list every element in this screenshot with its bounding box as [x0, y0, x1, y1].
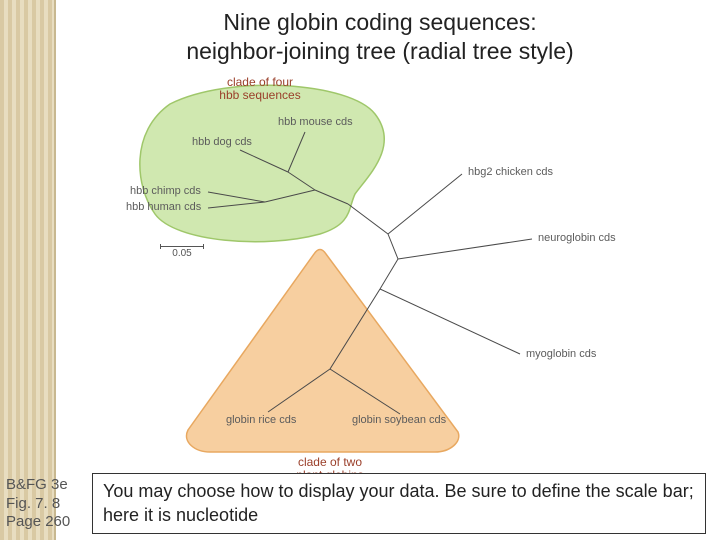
- branch: [268, 369, 330, 412]
- label-hbb-mouse: hbb mouse cds: [278, 116, 353, 128]
- branch: [288, 132, 305, 172]
- branch: [208, 192, 265, 202]
- label-myoglobin: myoglobin cds: [526, 348, 596, 360]
- label-hbb-dog: hbb dog cds: [192, 136, 252, 148]
- branch: [388, 174, 462, 234]
- label-hbg2-chicken: hbg2 chicken cds: [468, 166, 553, 178]
- tree-branches: [100, 74, 660, 464]
- branch: [380, 259, 398, 289]
- scale-bar: 0.05: [160, 246, 204, 259]
- label-hbb-chimp: hbb chimp cds: [130, 185, 201, 197]
- branch: [388, 234, 398, 259]
- phylo-tree-diagram: clade of four hbb sequences clade of two…: [100, 74, 660, 464]
- title-line-1: Nine globin coding sequences:: [223, 9, 536, 35]
- branch: [330, 289, 380, 369]
- branch: [380, 289, 520, 354]
- branch: [265, 190, 315, 202]
- clade-top-l2: hbb sequences: [219, 88, 300, 102]
- ref-l2: Fig. 7. 8: [6, 495, 60, 512]
- caption-text: You may choose how to display your data.…: [103, 481, 694, 524]
- title-line-2: neighbor-joining tree (radial tree style…: [186, 38, 573, 64]
- caption-box: You may choose how to display your data.…: [92, 473, 706, 534]
- branch: [315, 190, 348, 204]
- slide-title: Nine globin coding sequences: neighbor-j…: [90, 8, 670, 66]
- branch: [330, 369, 400, 414]
- clade-bot-l1: clade of two: [298, 455, 362, 469]
- label-neuroglobin: neuroglobin cds: [538, 232, 616, 244]
- branch: [348, 204, 388, 234]
- scale-line: [160, 246, 204, 247]
- clade-top-l1: clade of four: [227, 75, 293, 89]
- branch: [288, 172, 315, 190]
- branch: [208, 202, 265, 208]
- decorative-sidebar: [0, 0, 56, 540]
- scale-value: 0.05: [160, 248, 204, 259]
- label-hbb-human: hbb human cds: [126, 201, 201, 213]
- ref-l3: Page 260: [6, 513, 70, 530]
- branch: [398, 239, 532, 259]
- branch: [240, 150, 288, 172]
- label-globin-rice: globin rice cds: [226, 414, 296, 426]
- figure-reference: B&FG 3e Fig. 7. 8 Page 260: [6, 476, 70, 532]
- clade-label-hbb: clade of four hbb sequences: [190, 76, 330, 102]
- ref-l1: B&FG 3e: [6, 476, 68, 493]
- label-globin-soybean: globin soybean cds: [352, 414, 446, 426]
